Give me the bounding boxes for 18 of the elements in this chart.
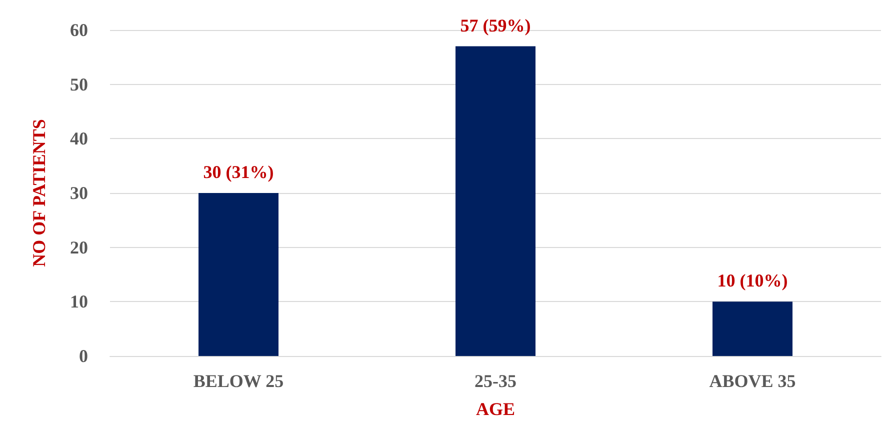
x-tick-label: BELOW 25: [193, 371, 284, 391]
y-tick-label: 40: [70, 128, 88, 149]
bar: [198, 193, 278, 356]
y-axis-title: NO OF PATIENTS: [29, 119, 49, 267]
y-tick-label: 60: [70, 20, 88, 40]
data-label: 57 (59%): [460, 15, 531, 36]
y-tick-label: 30: [70, 183, 88, 203]
data-label: 30 (31%): [203, 162, 274, 182]
bar: [456, 46, 536, 356]
y-tick-label: 10: [70, 292, 88, 312]
data-label: 10 (10%): [717, 270, 788, 291]
x-tick-label: ABOVE 35: [709, 371, 796, 391]
x-axis-title: AGE: [476, 399, 516, 419]
y-tick-label: 50: [70, 74, 88, 94]
y-tick-label: 20: [70, 237, 88, 258]
y-tick-label: 0: [79, 346, 88, 366]
bar: [712, 302, 792, 356]
x-tick-label: 25-35: [474, 371, 516, 391]
